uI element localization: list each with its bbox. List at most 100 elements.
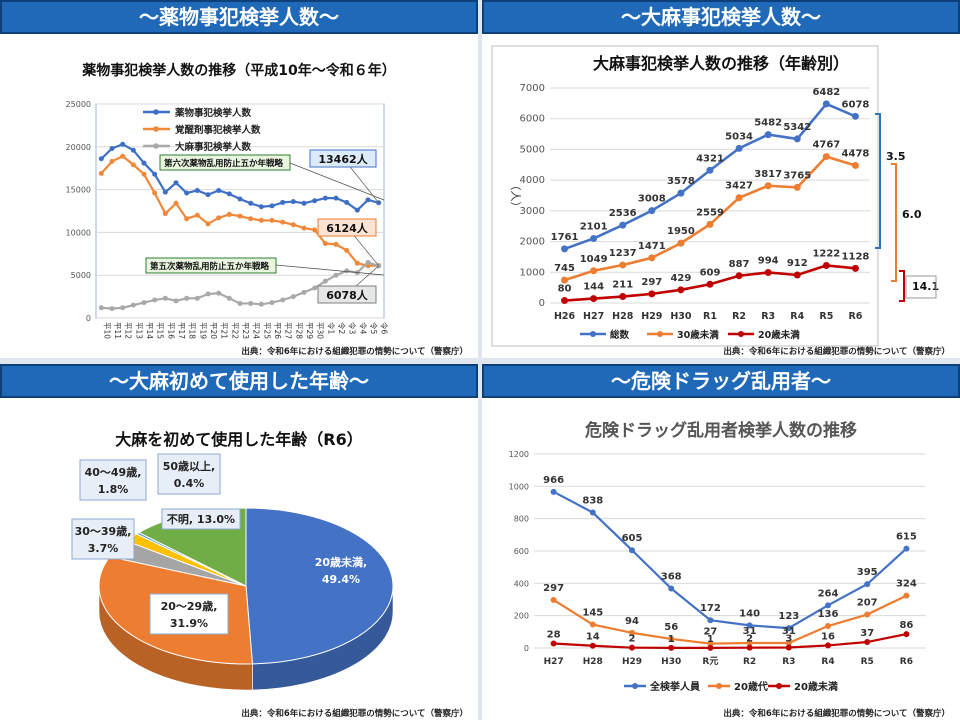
legend-label: 30歳未満: [677, 329, 719, 341]
data-label: 1950: [667, 226, 695, 237]
data-label: 6482: [812, 87, 840, 98]
ratio-bracket: [891, 163, 897, 282]
data-point: [822, 100, 830, 108]
data-label: 14: [586, 632, 600, 643]
x-tick-label: 平14: [145, 322, 154, 339]
x-tick-label: H28: [612, 311, 634, 322]
data-point: [152, 190, 158, 196]
data-label: 1222: [812, 248, 840, 259]
data-label: 264: [818, 588, 839, 599]
legend-marker: [657, 331, 663, 337]
data-point: [822, 153, 830, 161]
data-label: 1049: [580, 254, 608, 265]
x-tick-label: R1: [703, 311, 717, 322]
data-point: [629, 547, 635, 554]
data-label: 56: [664, 622, 678, 633]
data-point: [130, 162, 136, 168]
data-point: [162, 189, 168, 195]
chart-drug-arrests: 0 5000 10000 15000 20000 25000 平10 平11 平12 平13 平14…: [66, 100, 390, 339]
data-label: 31: [782, 626, 796, 637]
data-point: [109, 158, 115, 164]
x-tick-label: 平27: [284, 322, 293, 339]
y-tick-label: 2000: [520, 237, 545, 248]
data-label: 1471: [638, 241, 666, 252]
data-point: [120, 305, 126, 311]
data-point: [344, 247, 350, 253]
data-point: [237, 196, 243, 202]
data-point: [764, 131, 772, 139]
data-label: 3817: [754, 169, 782, 180]
data-point: [785, 644, 792, 651]
y-tick-label: 10000: [66, 228, 91, 237]
x-tick-label: 平16: [166, 322, 175, 339]
x-tick-label: 平24: [252, 322, 261, 339]
legend-label: 覚醒剤事犯検挙人数: [174, 124, 261, 136]
data-point: [825, 623, 831, 630]
legend-marker: [153, 126, 159, 132]
slice-label-box: [79, 459, 147, 501]
data-point: [280, 199, 286, 205]
data-point: [590, 267, 598, 275]
data-point: [629, 629, 635, 636]
panel-drug-arrests: 〜薬物事犯検挙人数〜 薬物事犯検挙人数の推移（平成10年〜令和６年） 0 5000…: [0, 0, 478, 358]
data-point: [851, 161, 859, 169]
slice-label: 20歳未満,: [315, 555, 368, 569]
ratio-label: 6.0: [902, 208, 922, 221]
series-line: [553, 633, 907, 649]
data-label: 429: [670, 273, 691, 284]
data-point: [561, 297, 569, 305]
data-point: [280, 219, 286, 225]
data-point: [677, 286, 685, 294]
data-label: 297: [543, 583, 564, 594]
x-tick-label: 平17: [177, 322, 186, 339]
data-point: [141, 160, 147, 166]
data-point: [226, 295, 232, 301]
x-tick-label: H29: [641, 311, 662, 322]
slice-label-box: [157, 453, 221, 495]
data-point: [141, 171, 147, 177]
chart-cannabis-arrests: 0 1000 2000 3000 4000 5000 6000 7000 H26 H27 H28 H2…: [491, 45, 939, 347]
data-point: [130, 302, 136, 308]
data-point: [550, 640, 557, 647]
y-tick-label: 600: [514, 547, 529, 556]
data-point: [130, 147, 136, 153]
data-point: [706, 166, 714, 174]
data-point: [707, 644, 714, 651]
legend-label: 薬物事犯検挙人数: [174, 107, 252, 119]
data-label: 5342: [783, 122, 811, 133]
data-point: [793, 135, 801, 143]
callout-label: 6124人: [326, 221, 369, 235]
data-point: [344, 199, 350, 205]
slice-label-box: [149, 593, 229, 635]
data-label: 1237: [609, 248, 637, 259]
pie-slice: [245, 507, 394, 665]
data-point: [141, 300, 147, 306]
data-point: [322, 195, 328, 201]
data-point: [216, 290, 222, 296]
data-point: [258, 204, 264, 210]
data-label: 2: [746, 634, 753, 645]
x-tick-label: R2: [732, 311, 746, 322]
data-point: [269, 203, 275, 209]
x-tick-label: 令4: [358, 322, 368, 334]
chart-frame: [491, 45, 879, 347]
panel-header: 〜危険ドラッグ乱用者〜: [482, 364, 960, 398]
data-point: [590, 295, 598, 303]
annotation-text: 第五次薬物乱用防止五か年戦略: [150, 261, 270, 272]
data-point: [365, 197, 371, 203]
data-point: [764, 182, 772, 190]
data-label: 2: [629, 634, 636, 645]
data-point: [735, 144, 743, 152]
data-point: [248, 216, 254, 222]
y-tick-label: 4000: [520, 175, 545, 186]
data-point: [194, 212, 200, 218]
x-tick-label: R5: [861, 657, 874, 667]
y-tick-label: 20000: [66, 143, 91, 152]
data-point: [184, 295, 190, 301]
data-point: [205, 221, 211, 227]
data-point: [648, 207, 656, 215]
data-point: [290, 294, 296, 300]
chart-title: 大麻事犯検挙人数の推移（年齢別）: [592, 54, 849, 73]
x-tick-label: H30: [661, 657, 681, 667]
data-label: 615: [896, 532, 917, 543]
